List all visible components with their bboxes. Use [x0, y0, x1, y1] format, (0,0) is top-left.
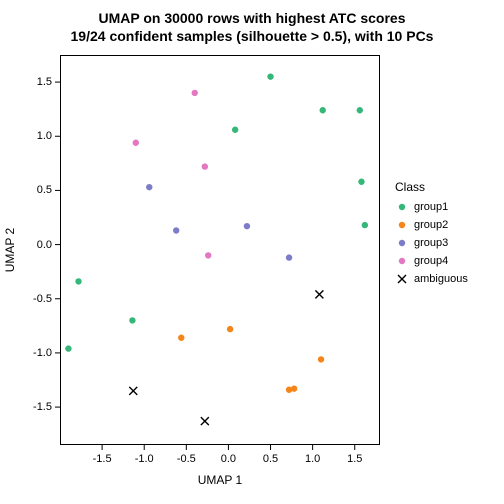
- chart-title-line1: UMAP on 30000 rows with highest ATC scor…: [0, 10, 504, 26]
- chart-title-line2: 19/24 confident samples (silhouette > 0.…: [0, 28, 504, 44]
- x-tick-label: -1.5: [93, 453, 112, 465]
- scatter-plot: [60, 55, 380, 445]
- y-tick-label: 1.0: [26, 130, 52, 142]
- x-tick-label: 1.0: [305, 453, 320, 465]
- legend-item-group1: group1: [395, 200, 448, 214]
- legend-label: group1: [414, 201, 448, 213]
- x-tick-label: -0.5: [177, 453, 196, 465]
- legend-item-ambiguous: ambiguous: [395, 272, 468, 286]
- y-tick-label: -1.5: [26, 401, 52, 413]
- legend-label: group4: [414, 255, 448, 267]
- legend-item-group2: group2: [395, 218, 448, 232]
- x-axis-label: UMAP 1: [60, 473, 380, 487]
- circle-marker-icon: [395, 254, 409, 268]
- legend-label: group3: [414, 237, 448, 249]
- x-tick-label: 0.0: [221, 453, 236, 465]
- legend-label: group2: [414, 219, 448, 231]
- y-tick-label: 0.5: [26, 184, 52, 196]
- legend-item-group3: group3: [395, 236, 448, 250]
- circle-marker-icon: [395, 200, 409, 214]
- y-tick-label: 1.5: [26, 76, 52, 88]
- legend-label: ambiguous: [414, 273, 468, 285]
- legend-title: Class: [395, 180, 425, 194]
- y-tick-label: -1.0: [26, 347, 52, 359]
- x-tick-label: -1.0: [135, 453, 154, 465]
- y-tick-label: -0.5: [26, 293, 52, 305]
- circle-marker-icon: [395, 218, 409, 232]
- circle-marker-icon: [395, 236, 409, 250]
- legend-item-group4: group4: [395, 254, 448, 268]
- x-tick-label: 0.5: [263, 453, 278, 465]
- y-axis-label: UMAP 2: [3, 228, 17, 272]
- x-marker-icon: [395, 272, 409, 286]
- x-tick-label: 1.5: [347, 453, 362, 465]
- y-tick-label: 0.0: [26, 239, 52, 251]
- chart-container: UMAP on 30000 rows with highest ATC scor…: [0, 0, 504, 504]
